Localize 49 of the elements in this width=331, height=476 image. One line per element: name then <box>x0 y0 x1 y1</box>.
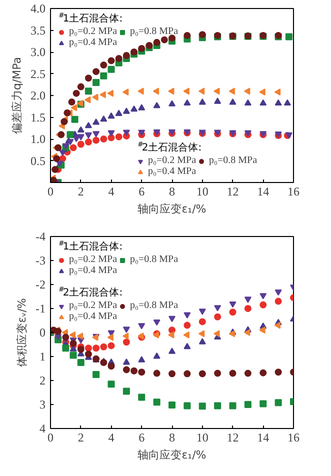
x-tick-label: 14 <box>257 184 270 198</box>
legend-label: p₀=0.2 MPa <box>69 254 118 265</box>
y-tick-label: 0.5 <box>30 154 46 168</box>
y-tick-label: -4 <box>36 230 46 244</box>
y-tick-label: 4 <box>40 422 46 436</box>
y-tick-label: 1 <box>40 350 46 364</box>
y-tick-label: 3.5 <box>30 23 46 38</box>
y-tick-label: 1.5 <box>30 110 46 124</box>
x-axis-title: 轴向应变ε₁/% <box>138 448 206 462</box>
x-tick-label: 4 <box>108 184 114 198</box>
x-tick-label: 12 <box>226 184 239 198</box>
legend-label: p₀=0.8 MPa <box>130 254 178 265</box>
legend-label: p₀=0.4 MPa <box>69 37 118 48</box>
x-tick-label: 16 <box>288 184 300 198</box>
legend-label: p₀=0.4 MPa <box>148 166 196 177</box>
x-tick-label: 6 <box>138 184 145 198</box>
y-axis-title: 偏差应力q/MPa <box>10 56 24 134</box>
legend-label: p₀=0.2 MPa <box>69 300 118 311</box>
x-axis-title: 轴向应变ε₁/% <box>138 202 206 216</box>
x-tick-label: 4 <box>108 430 114 444</box>
y-tick-label: 1.0 <box>30 132 46 146</box>
legend-label: p₀=0.8 MPa <box>130 300 178 311</box>
legend-label: p₀=0.4 MPa <box>69 265 118 276</box>
y-tick-label: 2.0 <box>30 88 46 102</box>
x-tick-label: 16 <box>288 430 300 444</box>
y-tick-label: 3 <box>40 398 46 412</box>
y-tick-label: -1 <box>36 302 46 316</box>
y-tick-label: 3.0 <box>30 45 46 59</box>
legend-label: p₀=0.2 MPa <box>148 155 196 166</box>
x-tick-label: 10 <box>196 430 208 444</box>
x-tick-label: 8 <box>169 184 175 198</box>
y-axis-title: 体积应变εᵥ/% <box>16 298 29 367</box>
x-tick-label: 6 <box>138 430 145 444</box>
y-tick-label: 4.0 <box>30 2 46 16</box>
legend-label: p₀=0.8 MPa <box>209 155 258 166</box>
legend-label: p₀=0.4 MPa <box>69 311 118 322</box>
y-tick-label: -2 <box>36 278 46 292</box>
x-tick-label: 2 <box>78 184 84 198</box>
y-tick-label: 0 <box>40 326 46 340</box>
x-tick-label: 10 <box>196 184 208 198</box>
y-tick-label: -3 <box>36 254 46 268</box>
legend-label: p₀=0.2 MPa <box>69 26 118 37</box>
x-tick-label: 14 <box>257 430 270 444</box>
x-tick-label: 2 <box>78 430 84 444</box>
x-tick-label: 8 <box>169 430 175 444</box>
x-tick-label: 12 <box>226 430 239 444</box>
y-tick-label: 2 <box>40 374 46 388</box>
y-tick-label: 2.5 <box>30 66 46 81</box>
legend-label: p₀=0.8 MPa <box>130 26 178 37</box>
